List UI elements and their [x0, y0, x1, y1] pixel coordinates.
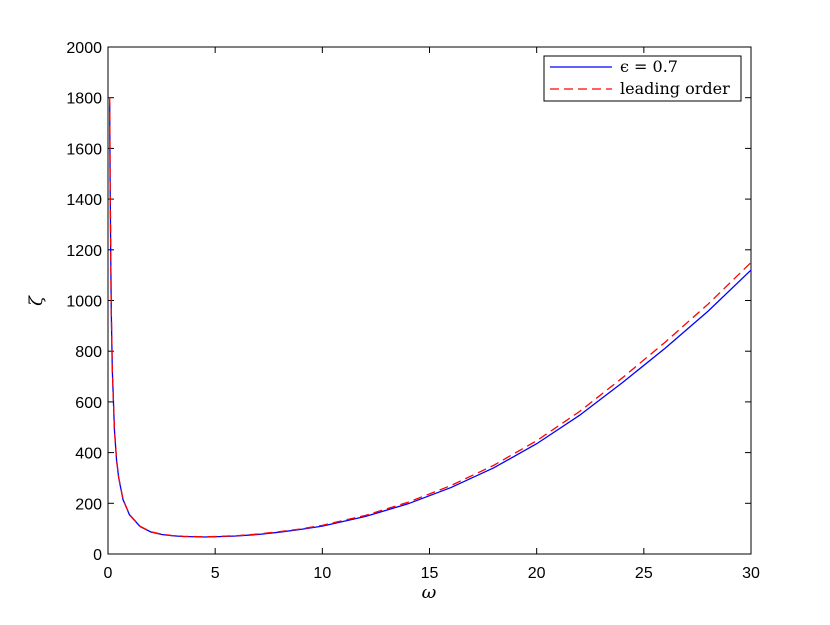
y-axis-ticks: 0 200 400 600 800 1000 1200 1400 1600 1800 2000 [66, 40, 751, 564]
y-tick-label: 400 [75, 446, 102, 463]
y-tick-label: 600 [75, 395, 102, 412]
series-lines [109, 97, 752, 538]
y-tick-label: 0 [93, 547, 102, 564]
y-axis-label: ζ [26, 295, 47, 306]
legend-label-series-2: leading order [620, 79, 730, 98]
x-tick-label: 5 [211, 565, 220, 582]
y-tick-label: 2000 [66, 40, 102, 57]
x-tick-label: 25 [635, 565, 653, 582]
y-tick-label: 800 [75, 344, 102, 361]
y-tick-label: 1800 [66, 91, 102, 108]
x-axis-label: ω [422, 582, 437, 603]
x-axis-ticks: 0 5 10 15 20 25 30 [104, 47, 760, 582]
y-tick-label: 1400 [66, 192, 102, 209]
y-tick-label: 200 [75, 496, 102, 513]
plot-frame [107, 46, 752, 555]
x-tick-label: 30 [742, 565, 760, 582]
x-tick-label: 10 [313, 565, 331, 582]
x-tick-label: 0 [104, 565, 113, 582]
series-line-1 [109, 102, 752, 538]
legend: ϵ = 0.7 leading order [543, 55, 742, 102]
legend-box [543, 55, 742, 102]
y-tick-label: 1200 [66, 243, 102, 260]
plot-axes [107, 46, 752, 555]
legend-label-series-1: ϵ = 0.7 [620, 57, 678, 76]
y-tick-label: 1000 [66, 294, 102, 311]
x-tick-label: 20 [528, 565, 546, 582]
y-tick-label: 1600 [66, 141, 102, 158]
x-tick-label: 15 [421, 565, 439, 582]
series-line-2 [109, 97, 752, 538]
